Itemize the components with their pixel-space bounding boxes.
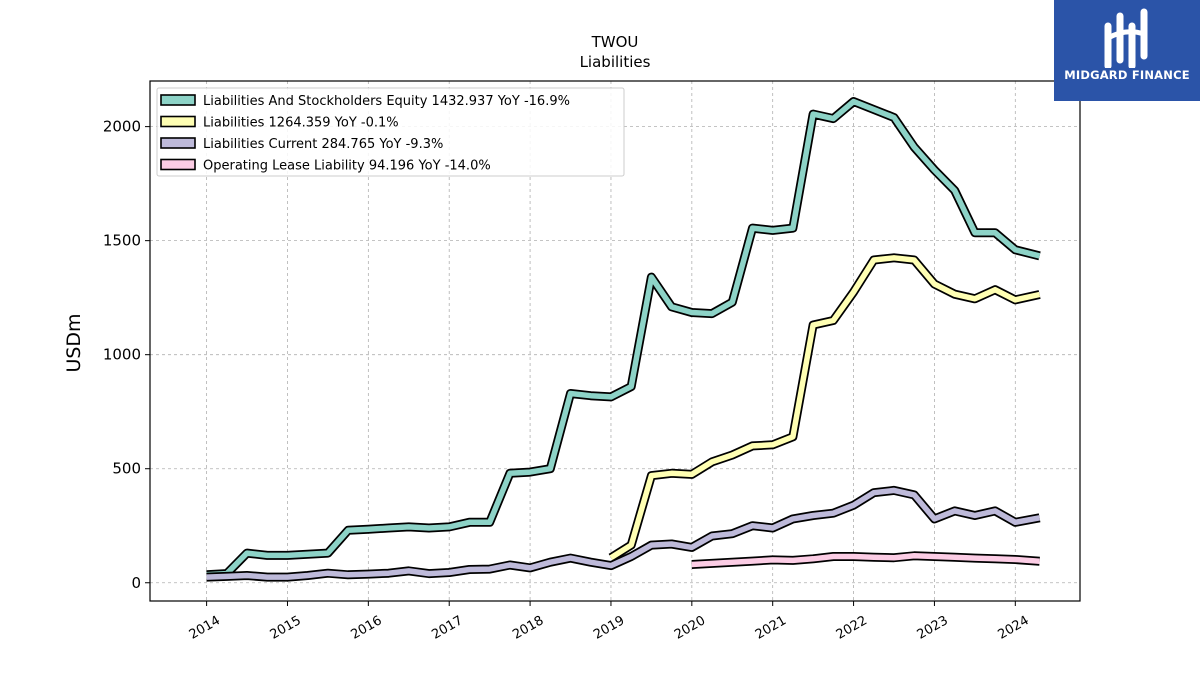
legend-label: Liabilities 1264.359 YoY -0.1%: [203, 116, 399, 131]
x-tick-label: 2023: [915, 613, 951, 643]
x-tick-label: 2017: [429, 613, 465, 643]
series-line-outline: [206, 485, 1041, 582]
x-tick-label: 2024: [995, 613, 1031, 643]
series-line: [206, 97, 1041, 580]
x-tick-label: 2015: [268, 613, 304, 643]
plot-frame: [149, 80, 1081, 602]
legend-swatch: [160, 158, 196, 171]
x-tick-label: 2018: [510, 613, 546, 643]
series-line: [691, 551, 1040, 569]
legend-box: [156, 87, 625, 177]
x-tick-label: 2022: [834, 613, 870, 643]
y-tick-label: 1500: [103, 232, 141, 250]
x-axis: 2014 2015 2016 2017 2018 2019 2020 2021 2022 2023…: [187, 601, 1032, 643]
series-line-stroke: [691, 553, 1040, 568]
legend-label: Operating Lease Liability 94.196 YoY -14…: [203, 159, 491, 174]
legend: Liabilities And Stockholders Equity 1432…: [156, 87, 625, 177]
series-line-stroke: [206, 487, 1041, 580]
legend-swatch: [160, 115, 196, 128]
chart-title: TWOU: [591, 33, 639, 51]
x-tick-label: 2020: [672, 613, 708, 643]
logo-mark-icon: [1104, 8, 1148, 68]
legend-swatch: [160, 137, 196, 149]
x-tick-label: 2021: [753, 613, 789, 643]
y-tick-label: 1000: [103, 346, 141, 364]
x-tick-label: 2019: [591, 613, 627, 643]
series-line: [608, 253, 1041, 562]
y-tick-label: 0: [131, 574, 141, 592]
chart-subtitle: Liabilities: [580, 53, 651, 71]
brand-logo: MIDGARD FINANCE: [1054, 0, 1200, 101]
legend-swatch: [160, 94, 196, 106]
y-axis: 0 500 1000 1500 2000: [103, 118, 150, 592]
series-line: [206, 485, 1041, 582]
logo-text: MIDGARD FINANCE: [1064, 68, 1190, 82]
x-tick-label: 2014: [187, 613, 223, 643]
y-tick-label: 2000: [103, 118, 141, 136]
series-lines: [206, 97, 1041, 582]
y-axis-label: USDm: [63, 313, 85, 372]
x-tick-label: 2016: [349, 613, 385, 643]
series-line-stroke: [609, 255, 1041, 561]
y-tick-label: 500: [112, 460, 141, 478]
legend-label: Liabilities Current 284.765 YoY -9.3%: [203, 137, 443, 152]
series-line-stroke: [206, 98, 1041, 578]
legend-label: Liabilities And Stockholders Equity 1432…: [203, 94, 570, 109]
